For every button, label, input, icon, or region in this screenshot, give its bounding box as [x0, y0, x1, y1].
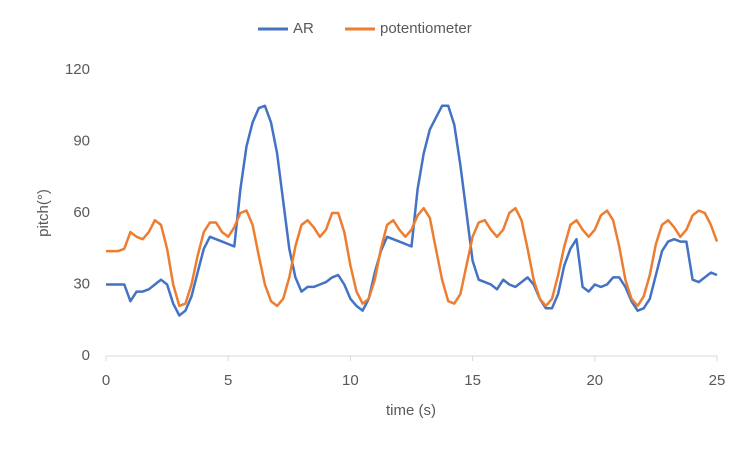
line	[106, 206, 719, 308]
y-tick-label: 30	[73, 275, 90, 292]
x-axis-label: time (s)	[386, 402, 436, 419]
legend-label: AR	[293, 20, 314, 37]
y-tick-label: 0	[82, 347, 90, 364]
x-tick-label: 10	[342, 372, 359, 389]
line	[106, 104, 718, 317]
x-tick-label: 20	[586, 372, 603, 389]
y-tick-label: 120	[65, 61, 90, 78]
legend-label: potentiometer	[380, 20, 472, 37]
x-tick-label: 25	[709, 372, 726, 389]
y-axis-label: pitch(°)	[35, 189, 52, 237]
x-tick-label: 0	[102, 372, 110, 389]
y-tick-label: 60	[73, 204, 90, 221]
y-tick-label: 90	[73, 132, 90, 149]
x-tick-label: 15	[464, 372, 481, 389]
x-tick-label: 5	[224, 372, 232, 389]
